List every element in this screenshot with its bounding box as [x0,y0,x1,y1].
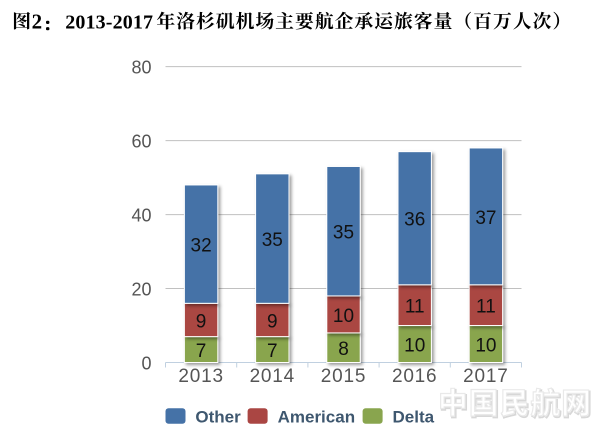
svg-text:Other: Other [195,407,241,426]
svg-text:2: 2 [32,9,42,33]
svg-text:8: 8 [338,339,349,360]
svg-text:35: 35 [262,230,283,251]
svg-text:20: 20 [131,280,151,300]
svg-text:7: 7 [196,341,207,362]
svg-text:2014: 2014 [250,366,295,387]
svg-text:32: 32 [191,236,212,257]
svg-text:2016: 2016 [392,366,437,387]
svg-text:35: 35 [333,223,354,244]
svg-text:7: 7 [267,341,278,362]
svg-text:2015: 2015 [321,366,366,387]
svg-text:37: 37 [475,208,496,229]
svg-text:2013-2017: 2013-2017 [65,11,153,33]
svg-text:11: 11 [405,297,425,318]
svg-text:9: 9 [196,312,207,333]
svg-text:10: 10 [404,336,425,357]
svg-text:80: 80 [131,58,151,78]
svg-text:American: American [278,407,355,426]
svg-text:10: 10 [333,306,354,327]
svg-text:Delta: Delta [393,407,435,426]
svg-text:0: 0 [141,354,151,374]
svg-text:10: 10 [475,336,496,357]
svg-text:60: 60 [131,132,151,152]
svg-text:11: 11 [476,297,496,318]
svg-text:40: 40 [131,206,151,226]
svg-text:2013: 2013 [178,366,223,387]
svg-text:9: 9 [267,312,278,333]
svg-text:2017: 2017 [463,366,508,387]
svg-text:36: 36 [404,210,425,231]
